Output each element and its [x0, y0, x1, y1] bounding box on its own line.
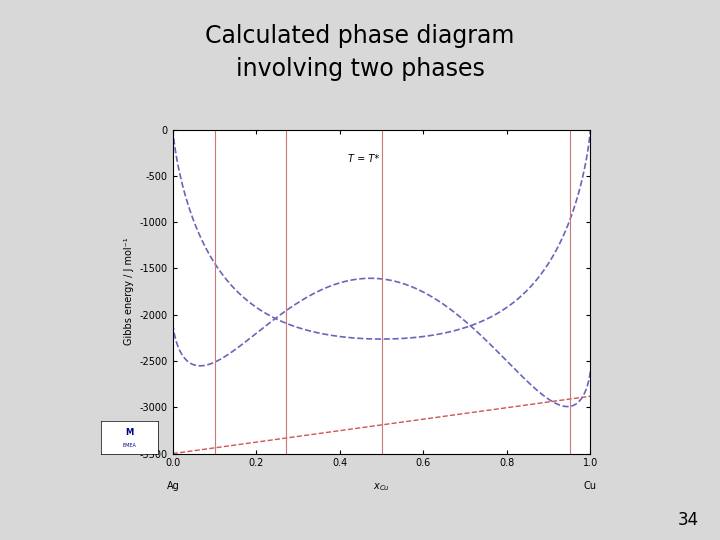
- Text: Calculated phase diagram: Calculated phase diagram: [205, 24, 515, 48]
- Text: EMEA: EMEA: [122, 443, 137, 448]
- Text: $x_{Cu}$: $x_{Cu}$: [373, 481, 390, 493]
- Text: M: M: [125, 428, 134, 437]
- Text: 34: 34: [678, 511, 698, 529]
- Text: Ag: Ag: [166, 481, 179, 491]
- Text: Cu: Cu: [584, 481, 597, 491]
- Y-axis label: Gibbs energy / J mol⁻¹: Gibbs energy / J mol⁻¹: [124, 238, 134, 346]
- Text: T = T*: T = T*: [348, 154, 379, 164]
- Text: involving two phases: involving two phases: [235, 57, 485, 80]
